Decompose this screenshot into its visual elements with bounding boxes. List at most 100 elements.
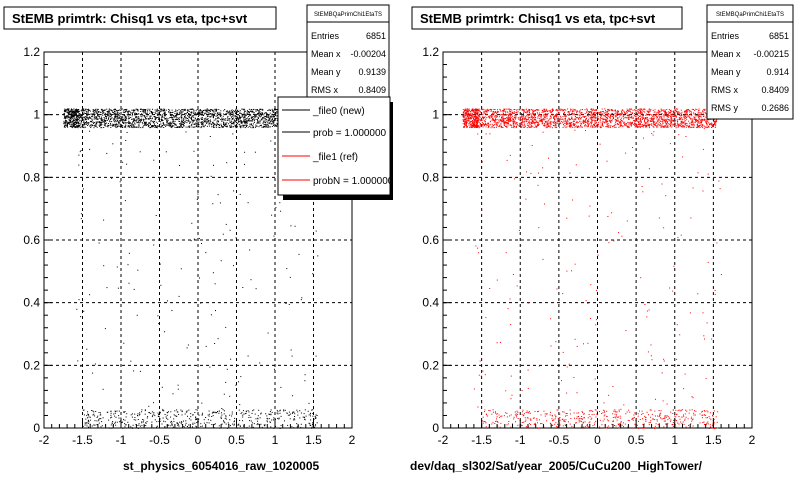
scatter-point — [118, 417, 120, 419]
scatter-point — [225, 223, 227, 225]
scatter-point — [87, 111, 89, 112]
scatter-point — [491, 126, 493, 127]
scatter-point — [72, 120, 74, 122]
scatter-point — [696, 119, 698, 121]
scatter-point — [193, 150, 195, 152]
scatter-point — [159, 418, 161, 420]
scatter-point — [135, 113, 137, 115]
scatter-point — [269, 118, 271, 120]
scatter-point — [205, 119, 207, 121]
scatter-point — [128, 116, 130, 118]
scatter-point — [487, 127, 489, 128]
scatter-point — [580, 124, 582, 126]
scatter-point — [102, 114, 104, 116]
scatter-point — [105, 122, 107, 124]
scatter-point — [290, 413, 292, 415]
scatter-point — [172, 424, 173, 426]
scatter-point — [126, 114, 128, 115]
scatter-point — [187, 118, 188, 119]
scatter-point — [623, 118, 624, 120]
scatter-point — [178, 119, 180, 120]
scatter-point — [235, 237, 237, 239]
scatter-point — [221, 125, 223, 127]
scatter-point — [271, 116, 273, 118]
scatter-point — [205, 417, 207, 418]
scatter-point — [181, 120, 183, 122]
scatter-point — [582, 121, 584, 123]
scatter-point — [680, 109, 682, 111]
scatter-point — [192, 119, 194, 121]
scatter-point — [232, 114, 234, 116]
scatter-point — [270, 409, 272, 411]
scatter-point — [711, 122, 713, 124]
scatter-point — [172, 118, 174, 120]
scatter-point — [123, 411, 125, 413]
scatter-point — [201, 123, 203, 125]
scatter-point — [194, 123, 196, 125]
scatter-point — [176, 422, 178, 424]
scatter-point — [207, 112, 209, 114]
scatter-point — [155, 121, 157, 123]
scatter-point — [257, 110, 259, 112]
scatter-point — [170, 425, 172, 427]
scatter-point — [270, 115, 272, 117]
scatter-point — [69, 117, 71, 119]
scatter-point — [171, 109, 173, 111]
scatter-point — [676, 108, 677, 110]
scatter-point — [602, 113, 604, 115]
scatter-point — [601, 108, 603, 110]
scatter-point — [138, 113, 139, 115]
scatter-point — [533, 113, 535, 115]
scatter-point — [587, 125, 589, 127]
scatter-point — [205, 117, 207, 119]
scatter-point — [280, 424, 282, 426]
scatter-point — [174, 124, 176, 126]
scatter-point — [121, 126, 123, 127]
scatter-point — [574, 118, 576, 120]
scatter-point — [529, 109, 531, 111]
scatter-point — [484, 117, 485, 119]
scatter-point — [78, 118, 80, 120]
scatter-point — [509, 114, 511, 116]
scatter-point — [477, 125, 479, 127]
scatter-point — [269, 117, 271, 118]
scatter-point — [685, 125, 687, 126]
scatter-point — [486, 111, 488, 113]
scatter-point — [175, 116, 177, 118]
scatter-point — [166, 121, 168, 122]
scatter-point — [145, 122, 147, 124]
scatter-point — [85, 123, 87, 125]
scatter-point — [75, 111, 77, 113]
scatter-point — [499, 109, 501, 111]
scatter-point — [525, 115, 527, 117]
scatter-point — [149, 112, 151, 114]
scatter-point — [548, 119, 550, 121]
scatter-point — [571, 117, 573, 119]
scatter-point — [232, 112, 234, 114]
scatter-point — [483, 109, 485, 111]
scatter-point — [76, 121, 78, 123]
scatter-point — [612, 126, 613, 128]
scatter-point — [269, 121, 271, 123]
scatter-point — [101, 109, 103, 111]
scatter-point — [273, 118, 275, 120]
scatter-point — [120, 417, 122, 419]
scatter-point — [628, 127, 630, 129]
scatter-point — [599, 112, 601, 114]
scatter-point — [79, 151, 81, 153]
scatter-point — [121, 127, 123, 128]
scatter-point — [81, 109, 83, 111]
scatter-point — [269, 414, 271, 415]
scatter-point — [270, 140, 272, 142]
scatter-point — [237, 111, 239, 112]
scatter-point — [703, 125, 705, 127]
scatter-point — [111, 124, 113, 126]
scatter-point — [235, 109, 237, 111]
scatter-point — [192, 426, 193, 428]
scatter-point — [272, 122, 274, 124]
scatter-point — [519, 109, 521, 111]
scatter-point — [103, 124, 105, 126]
scatter-point — [253, 112, 255, 114]
scatter-point — [223, 123, 225, 125]
scatter-point — [194, 126, 196, 128]
